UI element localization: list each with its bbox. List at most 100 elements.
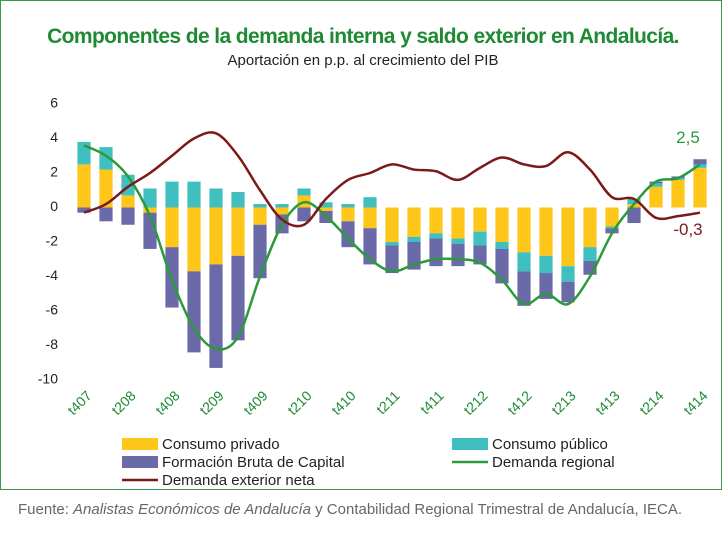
bar	[187, 181, 201, 208]
bar	[143, 188, 157, 208]
annotation: 2,5	[676, 128, 700, 147]
bar	[407, 236, 421, 242]
bar	[495, 242, 509, 249]
bar	[583, 207, 597, 248]
bar	[473, 231, 487, 246]
bar	[649, 186, 663, 208]
bar	[561, 207, 575, 267]
bar	[649, 183, 663, 187]
source-rest: y Contabilidad Regional Trimestral de An…	[315, 501, 683, 518]
x-tick-label: t410	[328, 387, 359, 418]
bar	[341, 207, 355, 222]
bar	[473, 207, 487, 232]
bar	[209, 207, 223, 265]
y-tick-label: -6	[46, 302, 59, 318]
bar	[385, 245, 399, 274]
bar	[429, 238, 443, 267]
bar	[77, 164, 91, 208]
bar	[605, 207, 619, 227]
legend-label: Demanda exterior neta	[162, 472, 315, 489]
bar	[253, 207, 267, 225]
bar	[121, 207, 135, 225]
bar	[627, 198, 641, 205]
x-tick-label: t408	[152, 387, 183, 418]
y-tick-label: 4	[50, 129, 58, 145]
y-tick-label: -2	[46, 233, 59, 249]
bar	[539, 207, 553, 256]
bar	[473, 245, 487, 265]
x-tick-label: t412	[504, 387, 535, 418]
bar	[495, 248, 509, 284]
legend-label: Consumo privado	[162, 436, 280, 453]
bar	[495, 207, 509, 242]
chart-title: Componentes de la demanda interna y sald…	[47, 25, 679, 48]
chart-frame	[0, 0, 722, 490]
legend-label: Demanda regional	[492, 454, 615, 471]
x-tick-label: t407	[64, 387, 95, 418]
bar	[275, 204, 289, 208]
bar	[319, 207, 333, 211]
x-tick-label: t210	[284, 387, 315, 418]
bar	[121, 195, 135, 208]
x-tick-label: t212	[460, 387, 491, 418]
bar	[209, 188, 223, 208]
bar	[407, 207, 421, 237]
bar	[209, 264, 223, 368]
y-tick-label: -10	[38, 371, 58, 387]
bar	[561, 266, 575, 282]
bar	[429, 233, 443, 239]
bar	[561, 281, 575, 303]
bar	[341, 204, 355, 208]
x-tick-label: t414	[680, 387, 711, 418]
chart-subtitle: Aportación en p.p. al crecimiento del PI…	[227, 52, 499, 69]
y-tick-label: -4	[46, 267, 59, 283]
x-tick-label: t413	[592, 387, 623, 418]
bar	[77, 207, 91, 213]
legend-swatch	[122, 456, 158, 468]
x-tick-label: t411	[417, 387, 447, 417]
x-tick-label: t208	[108, 387, 139, 418]
bar	[385, 207, 399, 242]
line	[83, 131, 701, 228]
bar	[539, 255, 553, 274]
bar	[297, 207, 311, 222]
bar	[517, 252, 531, 272]
bar	[99, 207, 113, 222]
bar	[627, 207, 641, 224]
x-tick-label: t214	[636, 387, 667, 418]
bar	[165, 181, 179, 208]
bar	[297, 188, 311, 196]
bar	[693, 167, 707, 208]
bar	[231, 207, 245, 256]
x-tick-label: t409	[240, 387, 271, 418]
bar	[253, 204, 267, 208]
bar	[231, 255, 245, 341]
bar	[319, 202, 333, 208]
bar	[605, 228, 619, 234]
bar	[671, 179, 685, 208]
source-italic: Analistas Económicos de Andalucía	[73, 501, 311, 518]
bar	[363, 207, 377, 229]
bar	[451, 238, 465, 244]
bar	[451, 243, 465, 267]
legend-swatch	[452, 438, 488, 450]
bar	[451, 207, 465, 239]
x-tick-label: t211	[373, 387, 403, 417]
bar	[275, 207, 289, 215]
bar	[693, 164, 707, 168]
y-tick-label: 2	[50, 164, 58, 180]
bar	[187, 271, 201, 353]
bar	[363, 197, 377, 208]
bar	[693, 159, 707, 165]
bar	[77, 141, 91, 165]
bar	[583, 247, 597, 261]
line	[83, 144, 701, 351]
source-prefix: Fuente:	[18, 501, 69, 518]
bar	[539, 273, 553, 299]
bar	[605, 226, 619, 229]
bar	[517, 207, 531, 253]
bar	[429, 207, 443, 234]
legend-label: Formación Bruta de Capital	[162, 454, 345, 471]
bar	[165, 207, 179, 248]
